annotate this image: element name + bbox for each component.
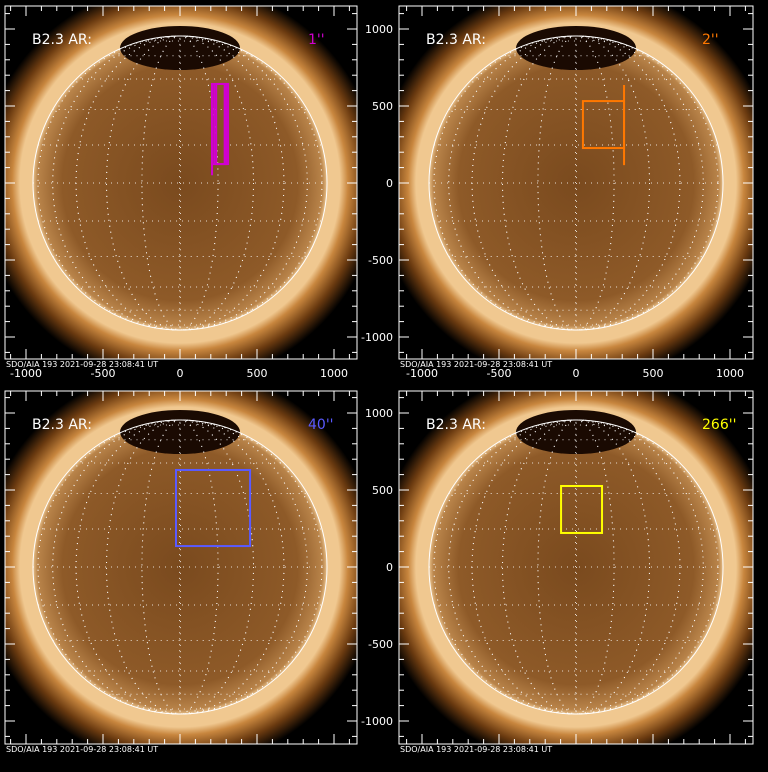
fov-label: 266'' [702, 417, 736, 433]
panel-title: B2.3 AR: [32, 32, 92, 48]
longitude-grid-line [106, 35, 254, 331]
longitude-grid-line [52, 35, 308, 331]
y-tick-label: 1000 [365, 407, 393, 420]
image-caption: SDO/AIA 193 2021-09-28 23:08:41 UT [6, 360, 158, 369]
longitude-grid-line [179, 419, 181, 715]
y-tick-label: 0 [386, 561, 393, 574]
panel-3: B2.3 AR: 40'' SDO/AIA 193 2021-09-28 23:08… [4, 390, 358, 754]
longitude-grid-line [575, 419, 577, 715]
solar-limb [428, 419, 724, 715]
y-tick-label: -500 [368, 638, 393, 651]
panel-2: -1000 -500 0 500 1000 1000 500 0 -500 -1000 B2.3 A… [361, 5, 754, 380]
fov-box [174, 468, 252, 548]
panel-title: B2.3 AR: [426, 417, 486, 433]
y-tick-label: 0 [386, 177, 393, 190]
image-caption: SDO/AIA 193 2021-09-28 23:08:41 UT [6, 745, 158, 754]
panel-1: -1000 -500 0 500 1000 B2.3 AR: 1'' SDO/AIA 193 … [4, 5, 358, 380]
fov-label: 40'' [308, 417, 334, 433]
y-tick-label: -1000 [361, 331, 393, 344]
coronal-hole [516, 410, 636, 454]
x-tick-label: 500 [643, 367, 664, 380]
x-tick-label: -1000 [406, 367, 438, 380]
fov-label: 1'' [308, 32, 325, 48]
longitude-grid-line [433, 35, 719, 331]
solar-limb [428, 35, 724, 331]
fov-box [560, 484, 604, 534]
x-tick-label: 0 [573, 367, 580, 380]
image-caption: SDO/AIA 193 2021-09-28 23:08:41 UT [400, 745, 552, 754]
x-tick-label: 1000 [320, 367, 348, 380]
x-tick-label: -500 [487, 367, 512, 380]
longitude-grid-line [37, 419, 323, 715]
longitude-grid-line [179, 35, 181, 331]
coronal-hole [120, 410, 240, 454]
y-tick-label: 1000 [365, 23, 393, 36]
x-tick-label: -500 [91, 367, 116, 380]
longitude-grid-line [502, 419, 650, 715]
x-tick-label: 500 [247, 367, 268, 380]
solar-limb [32, 419, 328, 715]
sun-image [5, 6, 357, 359]
image-caption: SDO/AIA 193 2021-09-28 23:08:41 UT [400, 360, 552, 369]
longitude-grid-line [502, 35, 650, 331]
longitude-grid-line [433, 419, 719, 715]
longitude-grid-line [37, 35, 323, 331]
y-tick-label: 500 [372, 484, 393, 497]
longitude-grid-line [106, 419, 254, 715]
solar-limb [32, 35, 328, 331]
y-tick-label: -1000 [361, 715, 393, 728]
coronal-hole [120, 26, 240, 70]
panel-title: B2.3 AR: [32, 417, 92, 433]
x-tick-label: 1000 [716, 367, 744, 380]
longitude-grid-line [448, 35, 704, 331]
longitude-grid-line [575, 35, 577, 331]
y-tick-label: -500 [368, 254, 393, 267]
panel-4: 1000 500 0 -500 -1000 B2.3 AR: 266'' SDO/AIA 19… [361, 390, 754, 754]
sun-image [5, 391, 357, 744]
longitude-grid-line [448, 419, 704, 715]
x-tick-label: 0 [177, 367, 184, 380]
y-tick-label: 500 [372, 100, 393, 113]
x-tick-label: -1000 [10, 367, 42, 380]
coronal-hole [516, 26, 636, 70]
sun-image [399, 391, 753, 744]
fov-label: 2'' [702, 32, 719, 48]
sun-image [399, 6, 753, 359]
panel-title: B2.3 AR: [426, 32, 486, 48]
longitude-grid-line [52, 419, 308, 715]
fov-box [215, 82, 226, 166]
